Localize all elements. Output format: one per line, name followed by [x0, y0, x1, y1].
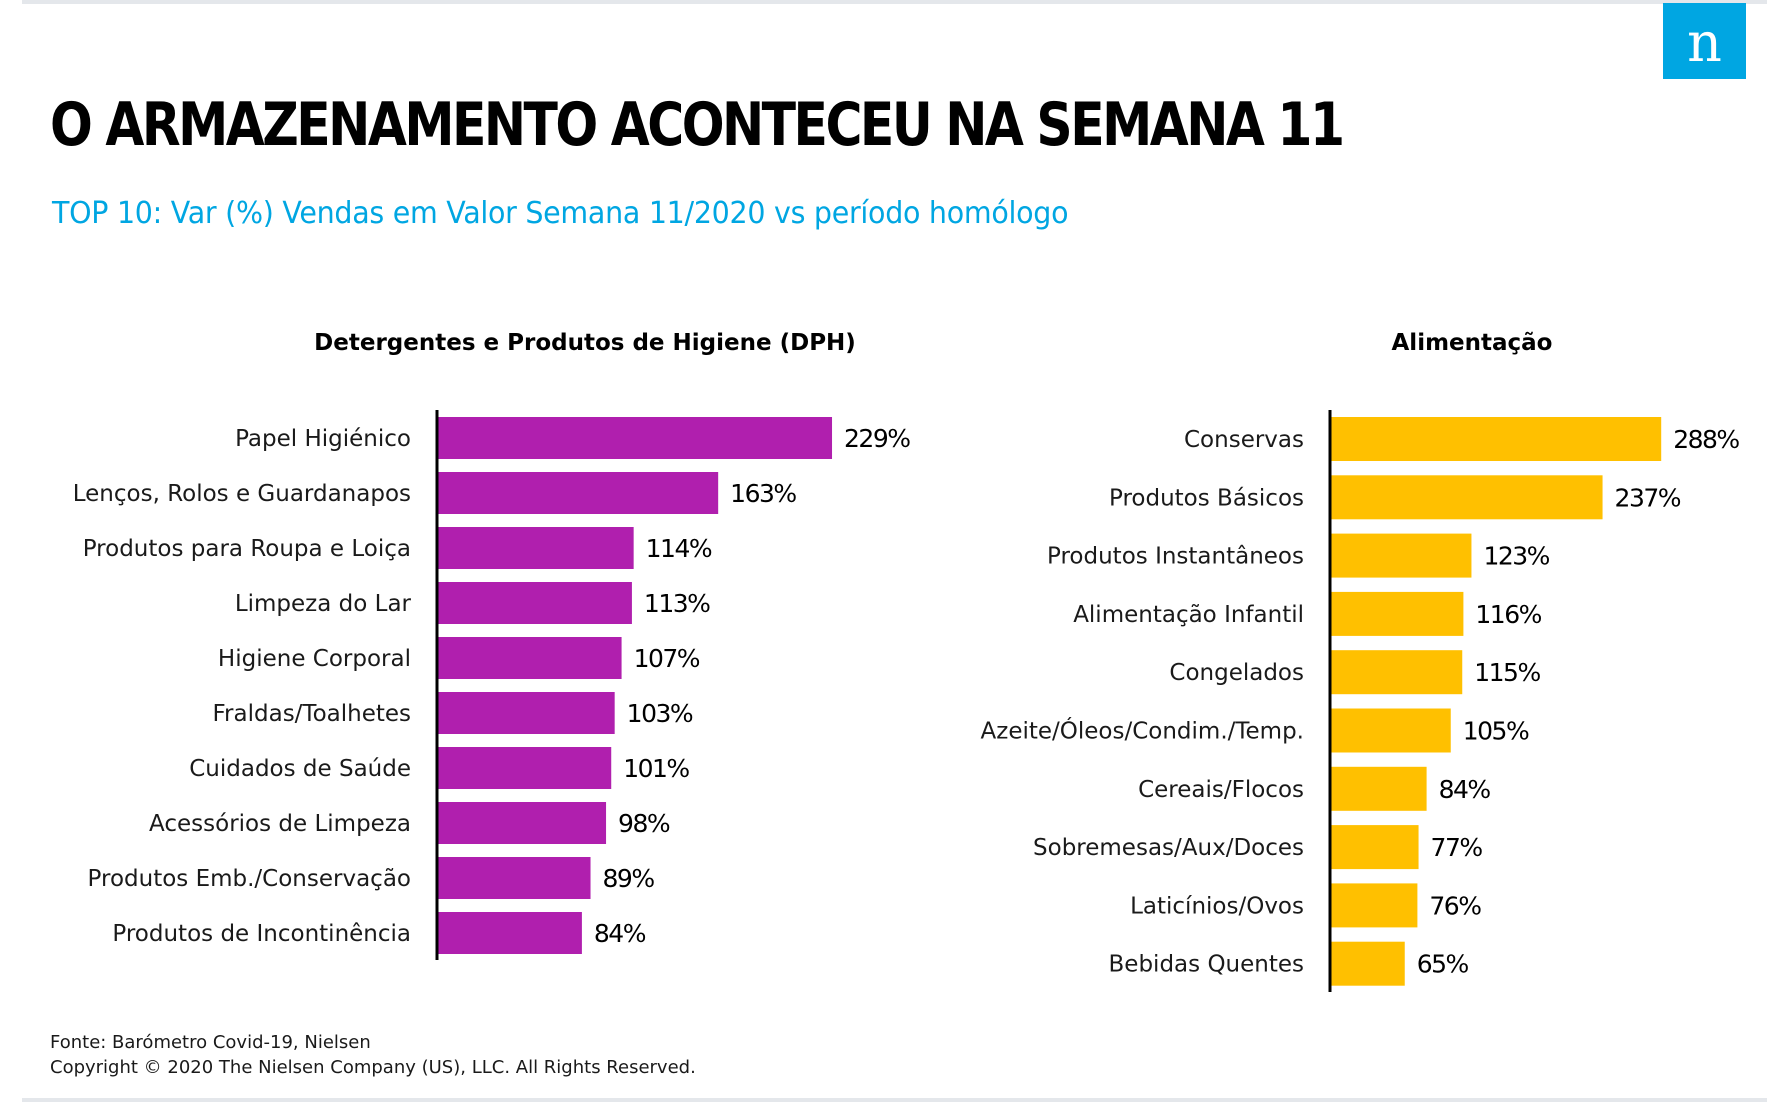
dph-bar [437, 802, 607, 844]
dph-category-label: Limpeza do Lar [235, 591, 412, 617]
food-bar [1330, 533, 1472, 578]
food-bar [1330, 708, 1451, 753]
dph-value-label: 114% [646, 534, 712, 563]
dph-value-label: 98% [618, 809, 670, 838]
dph-category-label: Papel Higiénico [235, 426, 411, 452]
dph-value-label: 163% [730, 479, 796, 508]
copyright-note: Copyright © 2020 The Nielsen Company (US… [50, 1057, 696, 1078]
food-category-label: Bebidas Quentes [1109, 952, 1304, 978]
bottom-divider [22, 1098, 1767, 1102]
food-category-label: Conservas [1184, 427, 1304, 453]
food-bar [1330, 883, 1418, 928]
food-value-label: 115% [1474, 658, 1540, 687]
food-bar [1330, 766, 1427, 811]
food-bar [1330, 650, 1463, 695]
food-category-label: Cereais/Flocos [1138, 777, 1304, 803]
page-subtitle: TOP 10: Var (%) Vendas em Valor Semana 1… [52, 196, 1069, 231]
dph-bar [437, 472, 719, 514]
food-bar [1330, 941, 1405, 986]
dph-chart-title: Detergentes e Produtos de Higiene (DPH) [314, 330, 856, 356]
source-note: Fonte: Barómetro Covid-19, Nielsen [50, 1032, 371, 1053]
dph-category-label: Fraldas/Toalhetes [213, 701, 412, 727]
dph-value-label: 229% [844, 424, 910, 453]
food-category-label: Produtos Básicos [1109, 485, 1304, 511]
food-category-label: Produtos Instantâneos [1047, 544, 1304, 570]
dph-category-label: Produtos Emb./Conservação [88, 866, 411, 892]
food-value-label: 65% [1417, 950, 1469, 979]
dph-bar [437, 582, 632, 624]
dph-value-label: 103% [627, 699, 693, 728]
food-category-label: Alimentação Infantil [1073, 602, 1304, 628]
dph-category-label: Produtos para Roupa e Loiça [83, 536, 411, 562]
food-category-label: Congelados [1169, 660, 1304, 686]
dph-bar [437, 637, 622, 679]
dph-category-label: Acessórios de Limpeza [149, 811, 411, 837]
food-value-label: 76% [1429, 891, 1481, 920]
food-bar [1330, 591, 1464, 636]
dph-value-label: 113% [644, 589, 710, 618]
dph-bar [437, 692, 615, 734]
dph-value-label: 101% [623, 754, 689, 783]
food-category-label: Laticínios/Ovos [1130, 893, 1304, 919]
food-value-label: 105% [1463, 717, 1529, 746]
food-value-label: 288% [1673, 425, 1739, 454]
dph-bar [437, 747, 612, 789]
food-value-label: 77% [1431, 833, 1483, 862]
dph-value-label: 89% [603, 864, 655, 893]
food-bar [1330, 475, 1603, 520]
food-value-label: 84% [1439, 775, 1491, 804]
dph-bar [437, 417, 833, 459]
dph-bar [437, 857, 591, 899]
dph-bar [437, 527, 634, 569]
food-value-label: 116% [1475, 600, 1541, 629]
dph-category-label: Lenços, Rolos e Guardanapos [73, 481, 411, 507]
food-value-label: 237% [1615, 483, 1681, 512]
dph-value-label: 84% [594, 919, 646, 948]
food-chart-title: Alimentação [1391, 330, 1553, 356]
food-category-label: Sobremesas/Aux/Doces [1033, 835, 1304, 861]
food-category-label: Azeite/Óleos/Condim./Temp. [981, 717, 1304, 745]
food-value-label: 123% [1483, 542, 1549, 571]
dph-category-label: Cuidados de Saúde [189, 756, 411, 782]
dph-bar [437, 912, 582, 954]
top-divider [22, 0, 1767, 4]
dph-value-label: 107% [634, 644, 700, 673]
dph-category-label: Produtos de Incontinência [112, 921, 411, 947]
food-bar [1330, 825, 1419, 870]
nielsen-logo: n [1663, 3, 1746, 79]
page-title: O ARMAZENAMENTO ACONTECEU NA SEMANA 11 [50, 90, 1345, 160]
food-bar [1330, 417, 1662, 461]
dph-category-label: Higiene Corporal [218, 646, 411, 672]
